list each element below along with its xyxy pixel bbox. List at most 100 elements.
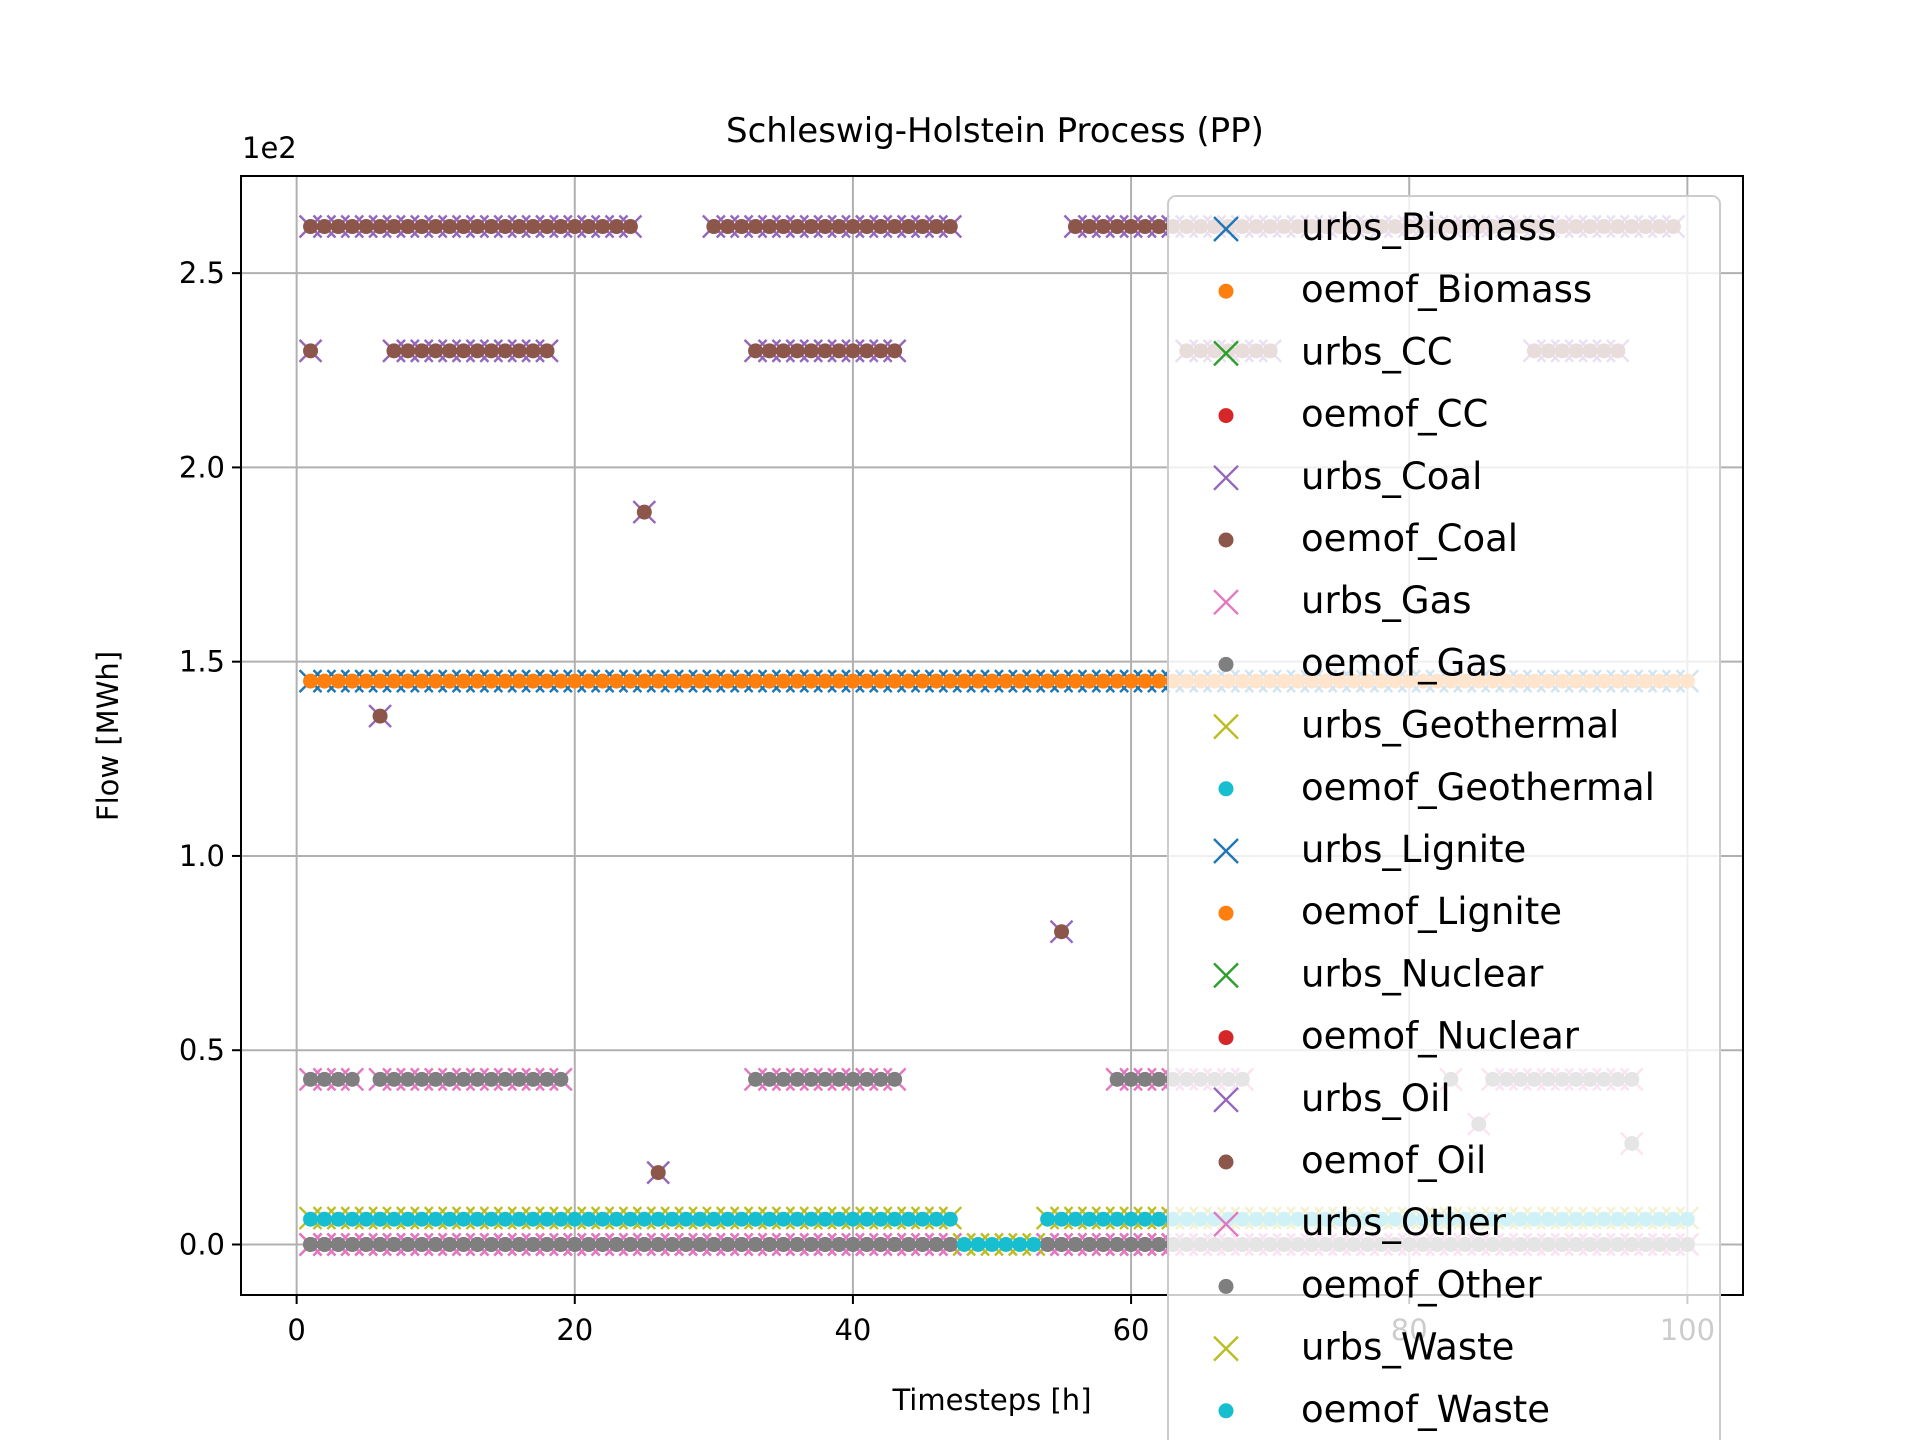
data-point-dot [956, 673, 972, 689]
data-point-dot [720, 1236, 736, 1252]
data-point-dot [1012, 673, 1028, 689]
data-point-dot [609, 673, 624, 689]
legend-label: oemof_CC [1301, 393, 1488, 436]
data-point-dot [414, 1236, 430, 1252]
legend-marker-dot [1218, 1030, 1234, 1046]
data-point-dot [914, 219, 930, 235]
legend-item: urbs_Waste [1213, 1326, 1514, 1369]
x-tick-label: 20 [556, 1313, 593, 1347]
data-point-dot [400, 1236, 416, 1252]
data-point-dot [692, 1236, 708, 1252]
legend-marker-x [1213, 838, 1239, 864]
data-point-dot [1081, 1236, 1097, 1252]
data-point-dot [887, 1071, 903, 1087]
legend-label: oemof_Gas [1301, 641, 1507, 684]
data-point-dot [303, 219, 319, 235]
data-point-dot [303, 1211, 319, 1227]
data-point-dot [734, 673, 750, 689]
data-point-dot [956, 1236, 972, 1252]
data-point-dot [817, 1211, 833, 1227]
data-point-dot [650, 1165, 666, 1181]
data-point-dot [303, 1236, 319, 1252]
data-point-dot [609, 1211, 624, 1227]
data-point-dot [414, 1211, 430, 1227]
data-point-dot [789, 219, 805, 235]
data-point-dot [456, 1236, 472, 1252]
data-point-dot [386, 343, 402, 359]
data-point-dot [303, 343, 319, 359]
y-axis-label: Flow [MWh] [91, 651, 125, 821]
data-point-dot [748, 1211, 764, 1227]
data-point-dot [1067, 1236, 1083, 1252]
legend-marker-dot [1218, 532, 1234, 548]
y-offset-label: 1e2 [242, 131, 297, 165]
data-point-dot [664, 673, 680, 689]
data-point-dot [469, 1211, 485, 1227]
data-point-dot [303, 1071, 319, 1087]
data-point-dot [316, 1236, 332, 1252]
data-point-dot [803, 1236, 819, 1252]
data-point-dot [567, 219, 583, 235]
data-point-dot [609, 219, 624, 235]
data-point-dot [789, 1071, 805, 1087]
data-point-dot [928, 1236, 944, 1252]
data-point-dot [1081, 219, 1097, 235]
chart-title: Schleswig-Holstein Process (PP) [726, 111, 1264, 151]
data-point-dot [483, 673, 499, 689]
data-point-dot [1095, 673, 1111, 689]
data-point-dot [622, 673, 638, 689]
data-point-dot [914, 673, 930, 689]
y-tick-label: 2.5 [179, 256, 225, 290]
data-point-dot [636, 504, 652, 520]
data-point-dot [442, 673, 458, 689]
data-point-dot [928, 673, 944, 689]
legend-label: oemof_Geothermal [1301, 766, 1655, 809]
data-point-dot [1137, 673, 1153, 689]
legend-marker-dot [1218, 781, 1234, 797]
data-point-dot [386, 219, 402, 235]
data-point-dot [344, 1236, 360, 1252]
data-point-dot [636, 673, 652, 689]
data-point-dot [748, 1236, 764, 1252]
data-point-dot [469, 1236, 485, 1252]
data-point-dot [887, 219, 903, 235]
data-point-dot [692, 673, 708, 689]
data-point-dot [970, 673, 986, 689]
data-point-dot [525, 1236, 541, 1252]
data-point-dot [372, 219, 388, 235]
legend-item: oemof_CC [1218, 393, 1488, 436]
data-point-dot [358, 673, 374, 689]
data-point-dot [678, 673, 694, 689]
data-point-dot [511, 673, 527, 689]
data-point-dot [748, 343, 764, 359]
data-point-dot [595, 1211, 611, 1227]
data-point-dot [330, 1236, 346, 1252]
data-point-dot [775, 673, 791, 689]
data-point-dot [720, 673, 736, 689]
data-point-dot [706, 673, 722, 689]
data-point-dot [817, 219, 833, 235]
data-point-dot [400, 1071, 416, 1087]
data-point-dot [831, 1071, 847, 1087]
data-point-dot [456, 343, 472, 359]
data-point-dot [914, 1236, 930, 1252]
data-point-dot [1067, 219, 1083, 235]
data-point-dot [581, 1236, 597, 1252]
data-point-dot [442, 219, 458, 235]
x-tick-label: 40 [834, 1313, 871, 1347]
data-point-dot [789, 1236, 805, 1252]
data-point-dot [414, 673, 430, 689]
data-point-dot [1151, 673, 1167, 689]
data-point-dot [497, 1211, 513, 1227]
data-point-dot [330, 219, 346, 235]
data-point-dot [553, 1211, 569, 1227]
data-point-dot [734, 219, 750, 235]
data-point-dot [622, 1236, 638, 1252]
data-point-dot [803, 673, 819, 689]
data-point-dot [928, 1211, 944, 1227]
data-point-dot [316, 219, 332, 235]
legend-marker-dot [1218, 905, 1234, 921]
data-point-dot [567, 673, 583, 689]
data-point-dot [539, 1071, 555, 1087]
data-point-dot [525, 219, 541, 235]
